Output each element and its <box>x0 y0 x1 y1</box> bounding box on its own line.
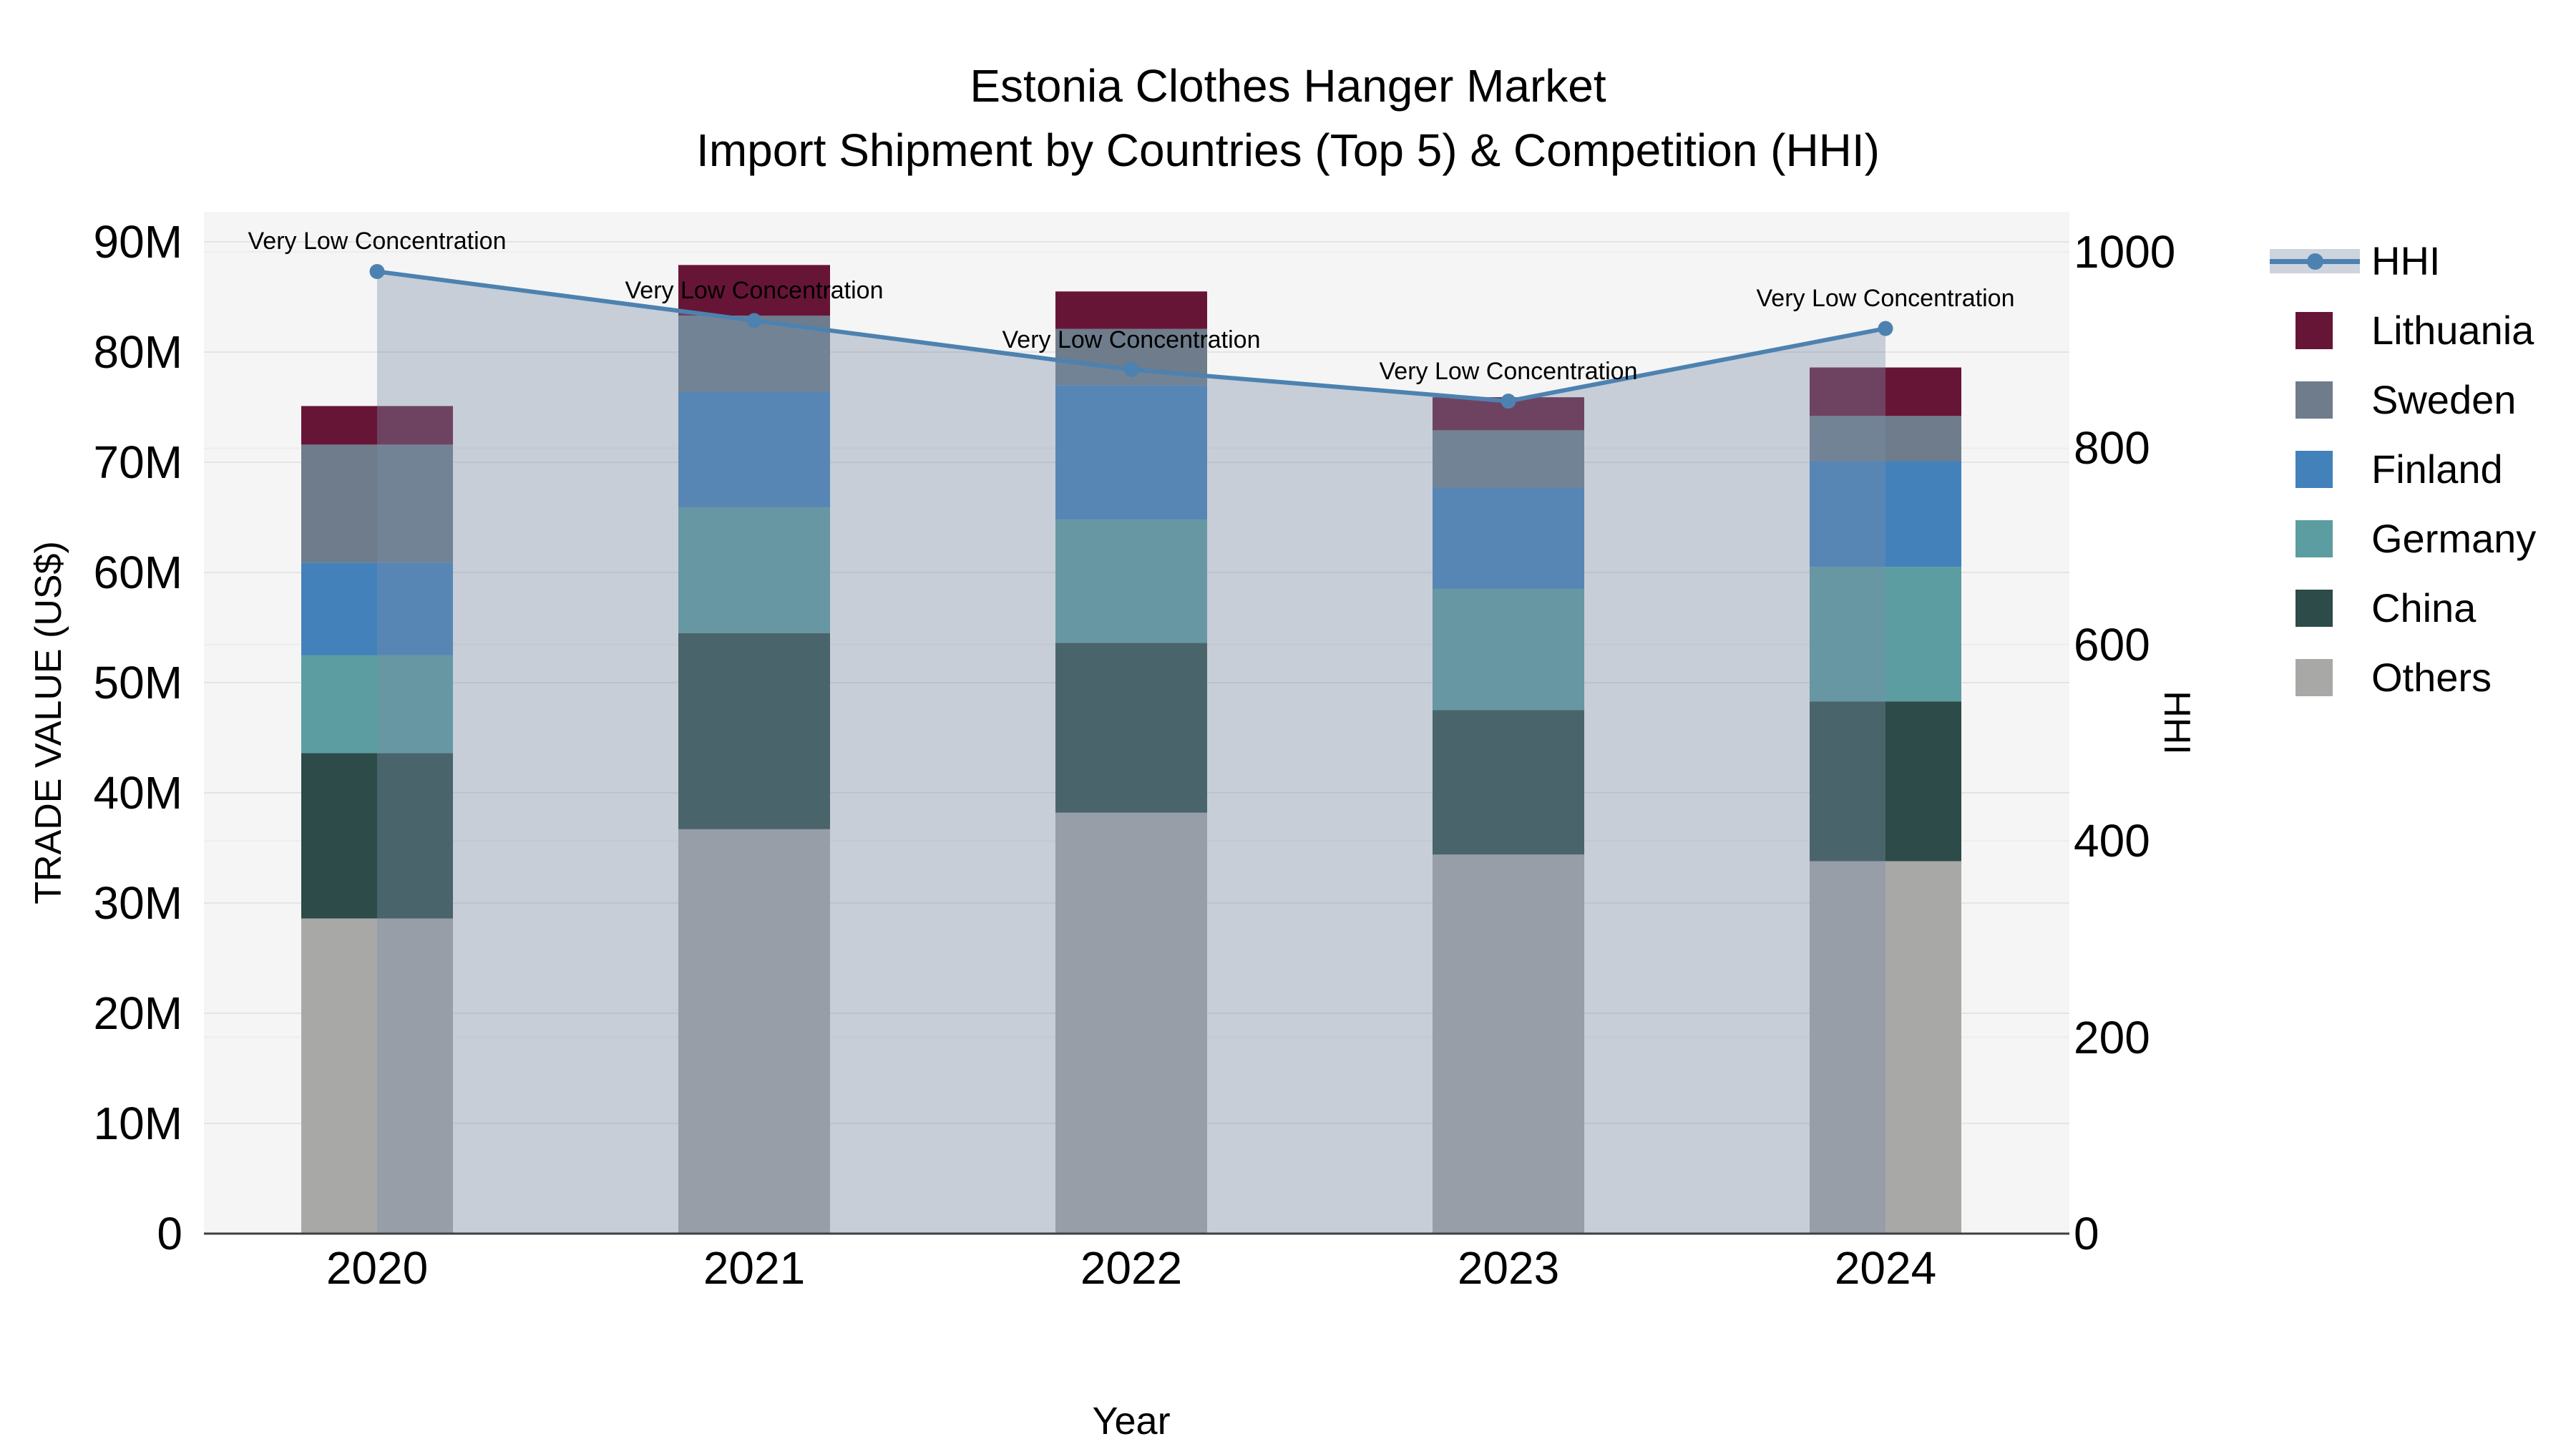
legend-swatch-finland <box>2270 447 2360 492</box>
legend-label: Lithuania <box>2371 308 2534 353</box>
hhi-marker-2024[interactable] <box>1878 321 1893 336</box>
left-tick-10M: 10M <box>93 1098 183 1149</box>
legend-item-lithuania[interactable]: Lithuania <box>2270 308 2534 353</box>
bar-segment-2023-sweden[interactable] <box>1433 430 1584 488</box>
left-tick-50M: 50M <box>93 657 183 708</box>
bar-segment-2020-germany[interactable] <box>301 655 453 753</box>
left-tick-20M: 20M <box>93 987 183 1039</box>
left-tick-40M: 40M <box>93 767 183 819</box>
swatch-icon <box>2296 590 2333 627</box>
legend-item-sweden[interactable]: Sweden <box>2270 377 2516 423</box>
bar-segment-2024-others[interactable] <box>1810 861 1961 1234</box>
bar-segment-2023-china[interactable] <box>1433 710 1584 855</box>
x-tick-2022: 2022 <box>1080 1242 1183 1294</box>
hhi-marker-2021[interactable] <box>746 313 762 328</box>
bar-segment-2020-lithuania[interactable] <box>301 406 453 445</box>
x-tick-2020: 2020 <box>326 1242 429 1294</box>
legend-label: Finland <box>2371 447 2503 492</box>
hhi-marker-2020[interactable] <box>369 263 385 279</box>
annotation-2024: Very Low Concentration <box>1756 285 2015 313</box>
bar-segment-2024-china[interactable] <box>1810 701 1961 862</box>
right-tick-400: 400 <box>2074 815 2150 867</box>
hhi-marker-dot-icon <box>2307 253 2323 270</box>
bar-segment-2024-finland[interactable] <box>1810 461 1961 567</box>
x-axis-title: Year <box>1092 1400 1171 1443</box>
right-axis-title: HHI <box>2156 691 2197 755</box>
bar-segment-2023-germany[interactable] <box>1433 589 1584 711</box>
annotation-2023: Very Low Concentration <box>1379 357 1638 385</box>
hhi-marker-2023[interactable] <box>1501 394 1516 409</box>
bar-segment-2021-germany[interactable] <box>678 507 830 633</box>
bar-segment-2024-germany[interactable] <box>1810 567 1961 702</box>
hhi-line-icon <box>2270 238 2360 284</box>
bar-segment-2022-china[interactable] <box>1055 643 1207 813</box>
legend-item-germany[interactable]: Germany <box>2270 516 2536 562</box>
swatch-icon <box>2296 451 2333 488</box>
bar-segment-2022-lithuania[interactable] <box>1055 291 1207 329</box>
legend-label: Germany <box>2371 516 2537 561</box>
left-tick-60M: 60M <box>93 547 183 598</box>
legend-label: HHI <box>2371 238 2441 283</box>
legend-swatch-china <box>2270 585 2360 631</box>
legend-swatch-germany <box>2270 516 2360 562</box>
x-tick-2023: 2023 <box>1457 1242 1560 1294</box>
annotation-2021: Very Low Concentration <box>625 277 884 305</box>
bar-segment-2023-others[interactable] <box>1433 854 1584 1234</box>
bar-segment-2022-others[interactable] <box>1055 812 1207 1234</box>
left-tick-0: 0 <box>157 1208 182 1259</box>
bar-segment-2020-others[interactable] <box>301 918 453 1234</box>
chart-title-line1: Estonia Clothes Hanger Market <box>970 60 1606 112</box>
swatch-icon <box>2296 381 2333 419</box>
bar-segment-2024-sweden[interactable] <box>1810 416 1961 462</box>
legend-swatch-others <box>2270 655 2360 701</box>
right-tick-1000: 1000 <box>2074 226 2176 278</box>
hhi-marker-2022[interactable] <box>1123 362 1139 378</box>
bar-segment-2020-sweden[interactable] <box>301 444 453 563</box>
legend-swatch-lithuania <box>2270 308 2360 353</box>
chart-title-line2: Import Shipment by Countries (Top 5) & C… <box>696 125 1880 176</box>
bar-segment-2021-lithuania[interactable] <box>678 265 830 316</box>
bar-segment-2020-china[interactable] <box>301 753 453 919</box>
legend-item-hhi[interactable]: HHI <box>2270 238 2440 284</box>
left-tick-90M: 90M <box>93 216 183 268</box>
bar-segment-2020-finland[interactable] <box>301 562 453 655</box>
bar-segment-2021-finland[interactable] <box>678 391 830 508</box>
left-tick-30M: 30M <box>93 877 183 929</box>
bar-segment-2021-china[interactable] <box>678 633 830 829</box>
legend-label: Sweden <box>2371 377 2517 422</box>
legend-item-others[interactable]: Others <box>2270 655 2492 701</box>
bar-segment-2024-lithuania[interactable] <box>1810 367 1961 416</box>
legend-label: China <box>2371 585 2477 630</box>
left-tick-80M: 80M <box>93 326 183 378</box>
swatch-icon <box>2296 312 2333 349</box>
left-tick-70M: 70M <box>93 436 183 488</box>
right-tick-0: 0 <box>2074 1208 2099 1259</box>
legend-label: Others <box>2371 655 2492 700</box>
annotation-2020: Very Low Concentration <box>248 228 507 255</box>
right-tick-600: 600 <box>2074 618 2150 670</box>
swatch-icon <box>2296 659 2333 696</box>
bar-segment-2022-finland[interactable] <box>1055 385 1207 520</box>
legend-item-china[interactable]: China <box>2270 585 2476 631</box>
annotation-2022: Very Low Concentration <box>1002 326 1261 353</box>
right-tick-200: 200 <box>2074 1011 2150 1063</box>
legend-item-finland[interactable]: Finland <box>2270 447 2503 492</box>
legend-swatch-sweden <box>2270 377 2360 423</box>
hhi-area-fill <box>377 271 1885 1234</box>
left-axis-title: TRADE VALUE (US$) <box>28 541 69 904</box>
bar-segment-2021-others[interactable] <box>678 829 830 1234</box>
bar-segment-2023-finland[interactable] <box>1433 487 1584 590</box>
x-tick-2024: 2024 <box>1834 1242 1937 1294</box>
bar-segment-2022-germany[interactable] <box>1055 519 1207 643</box>
right-tick-800: 800 <box>2074 422 2150 474</box>
x-tick-2021: 2021 <box>703 1242 806 1294</box>
swatch-icon <box>2296 520 2333 557</box>
